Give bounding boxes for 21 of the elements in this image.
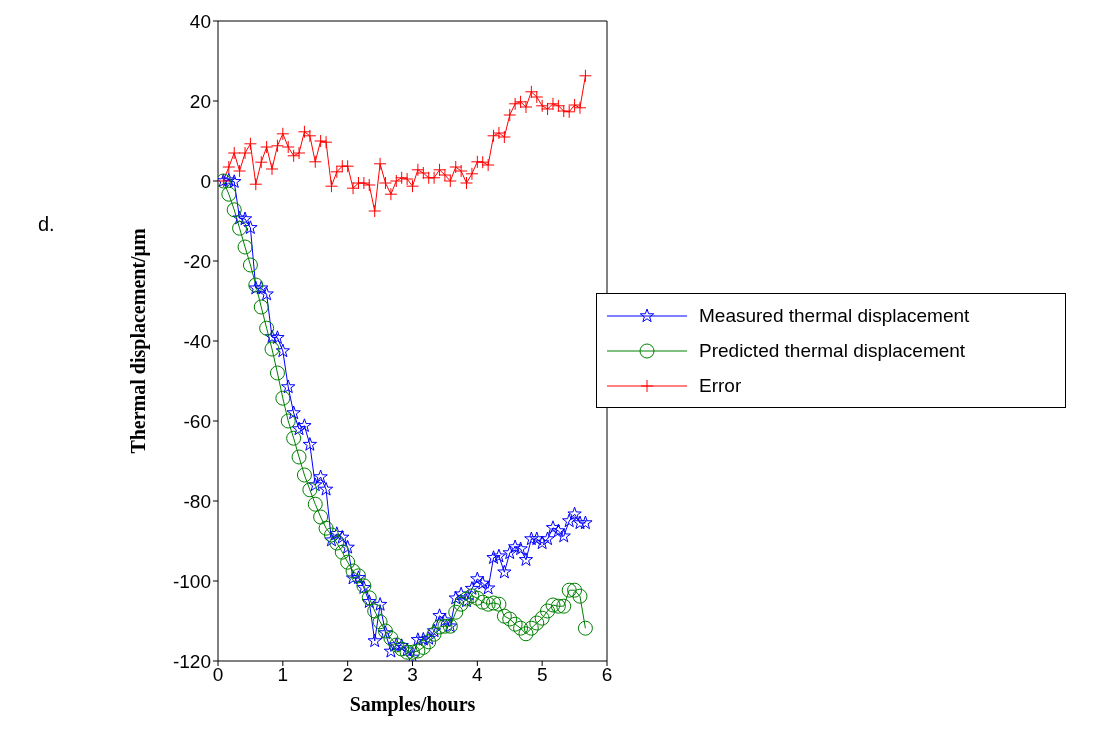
legend-label: Error: [699, 374, 742, 397]
text: d.: [38, 213, 55, 236]
x-tick-label: 1: [277, 664, 289, 686]
y-axis-title: Thermal displacement/μm: [127, 228, 151, 454]
y-tick-label: 20: [189, 90, 211, 112]
x-tick-label: 5: [536, 664, 548, 686]
y-tick-label: -20: [183, 250, 211, 272]
legend-label: Measured thermal displacement: [699, 304, 970, 327]
y-tick-label: -100: [172, 570, 211, 592]
y-tick-label: -40: [183, 330, 211, 352]
x-tick-label: 4: [472, 664, 484, 686]
y-tick-label: 40: [189, 10, 211, 32]
y-tick-label: -60: [183, 410, 211, 432]
x-axis-title: Samples/hours: [349, 693, 476, 716]
x-tick-label: 3: [407, 664, 418, 686]
legend-label: Predicted thermal displacement: [699, 339, 966, 362]
x-tick-label: 6: [601, 664, 613, 686]
y-tick-label: -120: [172, 650, 211, 672]
x-tick-label: 2: [342, 664, 353, 686]
y-tick-label: 0: [200, 170, 211, 192]
y-tick-label: -80: [183, 490, 211, 512]
